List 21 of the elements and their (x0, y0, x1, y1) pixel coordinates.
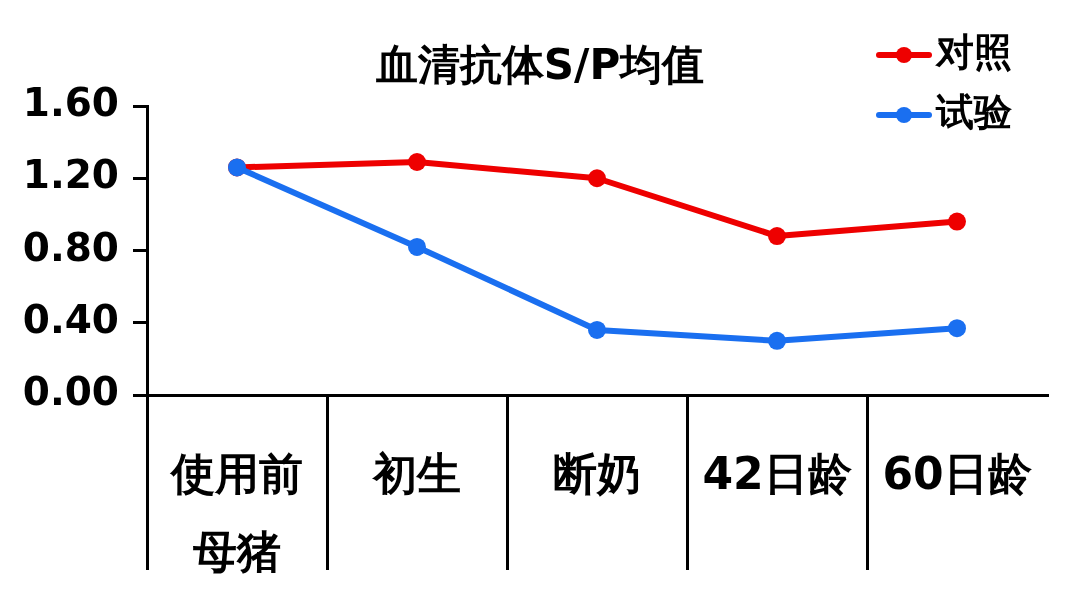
point (408, 152, 426, 171)
point (408, 237, 426, 256)
x-tick-label: 初生 (371, 448, 461, 500)
point (768, 331, 786, 350)
y-tick-label: 0.80 (22, 224, 119, 270)
x-tick-label: 60日龄 (882, 448, 1032, 500)
y-tick-label: 1.60 (22, 80, 119, 126)
point (588, 320, 606, 339)
x-tick-label: 断奶 (553, 448, 641, 500)
y-tick-label: 0.00 (22, 369, 119, 415)
point (948, 212, 966, 231)
x-tick-label: 42日龄 (702, 448, 852, 500)
point (948, 319, 966, 338)
point (588, 169, 606, 188)
point (768, 227, 786, 246)
chart-title: 血清抗体S/P均值 (374, 39, 705, 89)
y-tick-label: 1.20 (22, 152, 119, 198)
legend-label: 对照 (935, 29, 1012, 74)
y-tick-label: 0.40 (22, 296, 119, 342)
x-tick-label: 使用前母猪 (169, 448, 303, 578)
legend-label: 试验 (935, 89, 1013, 134)
